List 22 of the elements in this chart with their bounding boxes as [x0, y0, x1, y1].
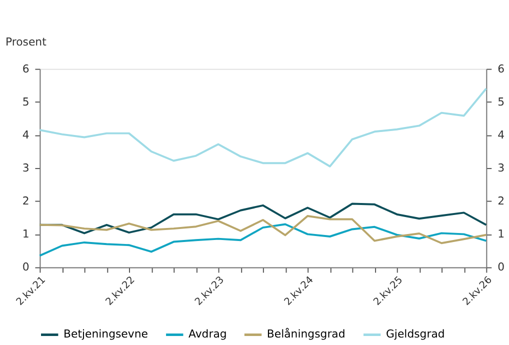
- y-tick-label: 3: [22, 162, 30, 175]
- y2-tick-label: 1: [498, 228, 505, 241]
- y-tick-label: 5: [22, 95, 30, 108]
- y2-tick-label: 2: [498, 194, 505, 208]
- legend-label: Gjeldsgrad: [386, 328, 445, 341]
- y-tick-label: 1: [22, 228, 30, 241]
- line-series: [38, 223, 488, 257]
- legend-label: Belåningsgrad: [266, 328, 346, 341]
- y2-tick-label: 5: [498, 95, 505, 108]
- y-tick-label: 6: [22, 62, 30, 76]
- y2-tick-label: 0: [498, 260, 505, 274]
- legend-label: Betjeningsevne: [64, 328, 148, 341]
- y2-tick-label: 3: [498, 162, 505, 175]
- y-axis-title: Prosent: [5, 36, 48, 48]
- line-series: [38, 215, 488, 244]
- y2-tick-label: 4: [498, 128, 505, 142]
- y2-tick-label: 6: [498, 62, 505, 76]
- y-tick-label: 0: [22, 260, 30, 274]
- y-tick-label: 2: [22, 194, 30, 208]
- line-series: [38, 88, 488, 168]
- legend-label: Avdrag: [188, 328, 227, 341]
- y-tick-label: 4: [22, 128, 30, 142]
